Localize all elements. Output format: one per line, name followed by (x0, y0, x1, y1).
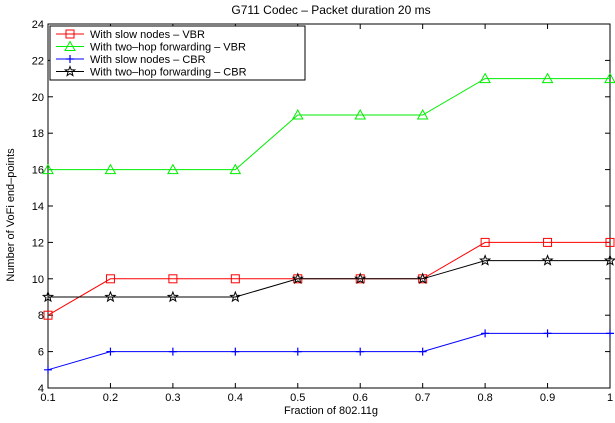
data-point (168, 274, 178, 284)
data-point (480, 237, 490, 247)
data-point (44, 365, 52, 374)
data-point (541, 254, 554, 266)
data-point (106, 347, 115, 356)
series-line (48, 78, 610, 171)
x-tick-label: 0.3 (165, 392, 180, 404)
data-point (543, 329, 552, 338)
data-point (354, 108, 367, 120)
data-point (105, 274, 115, 284)
data-point (541, 72, 554, 84)
x-tick-label: 0.4 (228, 392, 243, 404)
y-tick-label: 10 (32, 274, 44, 286)
series-4 (41, 254, 615, 303)
series-2 (42, 72, 615, 175)
legend-item: With slow nodes – VBR (56, 29, 205, 41)
data-point (479, 254, 492, 266)
data-point (603, 254, 615, 266)
data-point (166, 290, 179, 303)
y-tick-label: 12 (32, 237, 44, 249)
data-point (481, 329, 490, 338)
data-point (418, 347, 427, 356)
x-tick-label: 0.6 (353, 392, 368, 404)
legend-label: With slow nodes – CBR (90, 54, 206, 66)
plot-area: 0.1 0.2 0.3 0.4 0.5 0.6 0.7 0.8 0.9 1468101214161… (32, 19, 615, 404)
data-point (104, 163, 117, 175)
y-tick-label: 6 (38, 347, 44, 359)
data-point (291, 108, 304, 120)
y-tick-label: 14 (32, 201, 44, 213)
square-marker (65, 29, 75, 39)
x-tick-label: 0.5 (290, 392, 305, 404)
data-point (229, 163, 242, 175)
y-tick-label: 24 (32, 19, 44, 31)
y-tick-label: 22 (32, 55, 44, 67)
legend-box (49, 25, 306, 81)
data-point (416, 272, 429, 285)
data-point (606, 329, 614, 338)
data-point (229, 290, 242, 303)
data-point (543, 237, 553, 247)
y-axis-label: Number of VoFi end–points (5, 148, 17, 282)
y-tick-label: 4 (38, 383, 44, 395)
legend-item: With slow nodes – CBR (56, 54, 206, 66)
data-point (354, 272, 367, 285)
y-tick-label: 8 (38, 310, 44, 322)
data-point (479, 72, 491, 84)
data-point (230, 274, 240, 284)
plus-marker (66, 55, 74, 63)
data-point (293, 347, 302, 356)
legend-label: With two–hop forwarding – CBR (90, 67, 247, 79)
x-tick-label: 1 (607, 392, 613, 404)
chart-title: G711 Codec – Packet duration 20 ms (231, 3, 430, 17)
legend-item: With two–hop forwarding – VBR (56, 40, 246, 54)
triangle-marker (64, 40, 76, 51)
x-tick-label: 0.9 (540, 392, 555, 404)
legend-item: With two–hop forwarding – CBR (56, 65, 247, 79)
y-tick-label: 18 (32, 128, 44, 140)
y-tick-label: 16 (32, 165, 44, 177)
y-tick-label: 20 (32, 92, 44, 104)
x-axis-label: Fraction of 802.11g (284, 405, 378, 417)
series-line (47, 332, 610, 371)
x-tick-label: 0.2 (103, 392, 118, 404)
x-tick-label: 0.1 (40, 392, 55, 404)
data-point (231, 347, 240, 356)
data-point (356, 347, 365, 356)
data-point (605, 237, 615, 247)
x-tick-label: 0.8 (477, 392, 492, 404)
data-point (43, 310, 53, 320)
data-point (168, 347, 177, 356)
data-point (104, 290, 117, 303)
x-tick-label: 0.7 (415, 392, 430, 404)
data-point (41, 290, 55, 303)
data-point (416, 108, 429, 120)
star-marker (63, 65, 77, 77)
data-point (42, 163, 54, 175)
data-point (167, 163, 179, 175)
legend-label: With two–hop forwarding – VBR (90, 42, 246, 54)
legend-label: With slow nodes – VBR (90, 29, 205, 41)
series-line (48, 260, 610, 298)
data-point (291, 272, 304, 285)
data-point (604, 72, 615, 84)
series-3 (44, 329, 614, 374)
